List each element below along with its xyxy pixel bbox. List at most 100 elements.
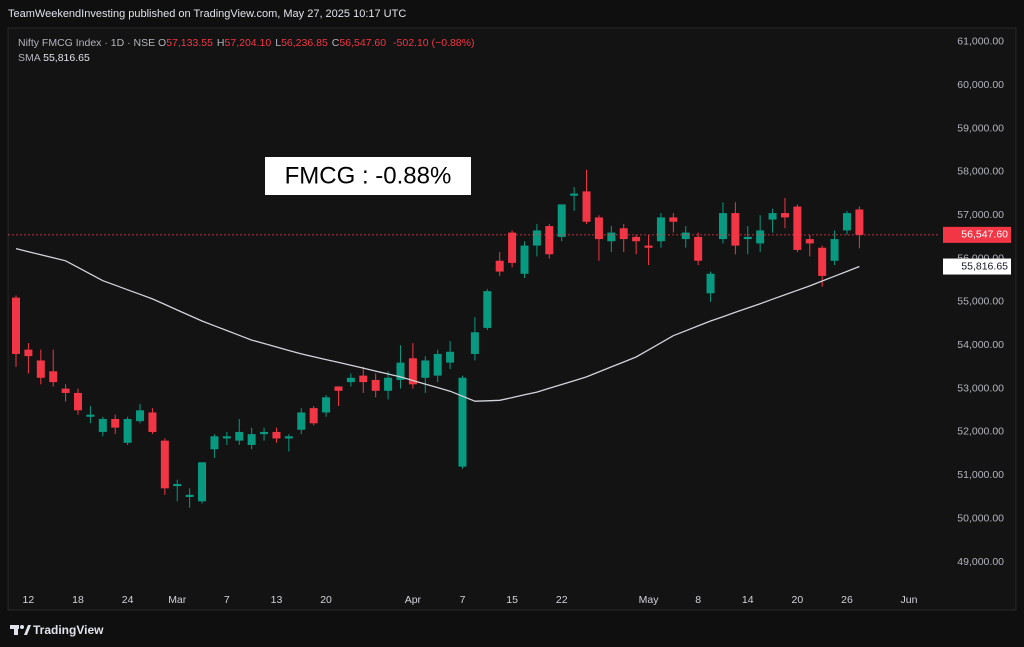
candle-body bbox=[297, 412, 306, 430]
candle-body bbox=[644, 245, 653, 248]
candle-body bbox=[830, 239, 839, 261]
legend: Nifty FMCG Index · 1D · NSE O57,133.55 H5… bbox=[18, 36, 474, 66]
candle-body bbox=[718, 213, 727, 240]
candle-body bbox=[545, 226, 554, 255]
candle-body bbox=[198, 462, 207, 502]
candle-body bbox=[446, 351, 455, 363]
candle-body bbox=[483, 291, 492, 328]
legend-row: Nifty FMCG Index · 1D · NSE O57,133.55 H5… bbox=[18, 36, 474, 51]
x-tick-label: 7 bbox=[224, 594, 230, 606]
candle-body bbox=[706, 273, 715, 294]
candle-body bbox=[284, 436, 293, 439]
candle-body bbox=[49, 371, 58, 383]
legend-value: 57,204.10 bbox=[224, 37, 272, 49]
sma-line bbox=[15, 247, 860, 402]
legend-value: 56,547.60 bbox=[339, 37, 387, 49]
candle-body bbox=[594, 217, 603, 240]
candle-body bbox=[235, 431, 244, 441]
candle-body bbox=[384, 377, 393, 391]
legend-value: 57,133.55 bbox=[166, 37, 213, 49]
candle-body bbox=[780, 213, 789, 218]
candle-body bbox=[61, 388, 70, 393]
legend-value: 56,236.85 bbox=[281, 37, 328, 49]
candle-body bbox=[322, 397, 331, 413]
y-tick-label: 61,000.00 bbox=[957, 36, 1004, 48]
candle-body bbox=[123, 418, 132, 443]
chart-panel bbox=[7, 27, 1017, 611]
x-tick-label: 15 bbox=[506, 594, 518, 606]
candle-body bbox=[632, 236, 641, 242]
y-tick-label: 52,000.00 bbox=[957, 426, 1004, 438]
candle-body bbox=[396, 362, 405, 380]
x-tick-label: 20 bbox=[792, 594, 804, 606]
candle-body bbox=[793, 206, 802, 250]
candle-body bbox=[309, 408, 318, 424]
candle-body bbox=[570, 193, 579, 196]
candle-body bbox=[495, 260, 504, 272]
x-tick-label: 20 bbox=[320, 594, 332, 606]
candle-body bbox=[520, 245, 529, 274]
candle-body bbox=[508, 232, 517, 263]
candle-body bbox=[359, 375, 368, 383]
candle-body bbox=[681, 232, 690, 240]
candle-body bbox=[111, 418, 120, 428]
y-tick-label: 49,000.00 bbox=[957, 556, 1004, 568]
candle-body bbox=[458, 377, 467, 467]
sma-label: 55,816.65 bbox=[961, 260, 1008, 272]
candle-body bbox=[36, 360, 45, 378]
annotation: FMCG : -0.88% bbox=[285, 162, 452, 189]
x-tick-label: 8 bbox=[695, 594, 701, 606]
candle-body bbox=[408, 358, 417, 385]
candle-body bbox=[557, 204, 566, 237]
x-tick-label: 24 bbox=[122, 594, 134, 606]
legend-row: SMA 55,816.65 bbox=[18, 51, 474, 66]
candle-body bbox=[136, 410, 145, 422]
change: -502.10 (−0.88%) bbox=[393, 37, 475, 49]
sma-name: SMA bbox=[18, 52, 41, 64]
x-tick-label: 26 bbox=[841, 594, 853, 606]
y-tick-label: 55,000.00 bbox=[957, 296, 1004, 308]
candle-body bbox=[11, 297, 20, 354]
candle-body bbox=[334, 386, 343, 391]
candle-body bbox=[247, 434, 256, 445]
candle-body bbox=[74, 392, 83, 411]
candle-body bbox=[805, 239, 814, 244]
last-price-label: 56,547.60 bbox=[961, 229, 1008, 241]
candle-body bbox=[756, 230, 765, 244]
candle-body bbox=[607, 232, 616, 242]
legend-key: O bbox=[158, 37, 167, 49]
candle-body bbox=[694, 236, 703, 261]
x-tick-label: 14 bbox=[742, 594, 754, 606]
x-tick-label: Apr bbox=[405, 594, 422, 606]
y-tick-label: 50,000.00 bbox=[957, 512, 1004, 524]
candle-body bbox=[173, 483, 182, 487]
candle-body bbox=[669, 217, 678, 222]
sma-box bbox=[943, 258, 1011, 275]
candle-body bbox=[86, 414, 95, 417]
candle-body bbox=[260, 431, 269, 435]
y-tick-label: 59,000.00 bbox=[957, 122, 1004, 134]
published-line: TeamWeekendInvesting published on Tradin… bbox=[8, 8, 406, 20]
candle-body bbox=[842, 213, 851, 231]
candle-body bbox=[532, 230, 541, 246]
candle-body bbox=[160, 440, 169, 489]
candle-body bbox=[433, 353, 442, 376]
x-tick-label: Mar bbox=[168, 594, 187, 606]
candle-body bbox=[222, 436, 231, 439]
tv-logo bbox=[10, 625, 31, 635]
x-tick-label: 22 bbox=[556, 594, 568, 606]
candle-body bbox=[98, 418, 107, 432]
sma-value: 55,816.65 bbox=[43, 52, 90, 64]
last-price-box bbox=[943, 226, 1011, 243]
ohlc: O57,133.55 H57,204.10 L56,236.85 C56,547.60 bbox=[158, 37, 390, 49]
y-tick-label: 57,000.00 bbox=[957, 209, 1004, 221]
candle-body bbox=[470, 332, 479, 354]
brand: TradingView bbox=[33, 623, 104, 637]
candle-body bbox=[421, 360, 430, 378]
annotation-box bbox=[265, 157, 471, 195]
x-tick-label: 7 bbox=[460, 594, 466, 606]
candle-body bbox=[582, 191, 591, 222]
candle-body bbox=[346, 377, 355, 383]
